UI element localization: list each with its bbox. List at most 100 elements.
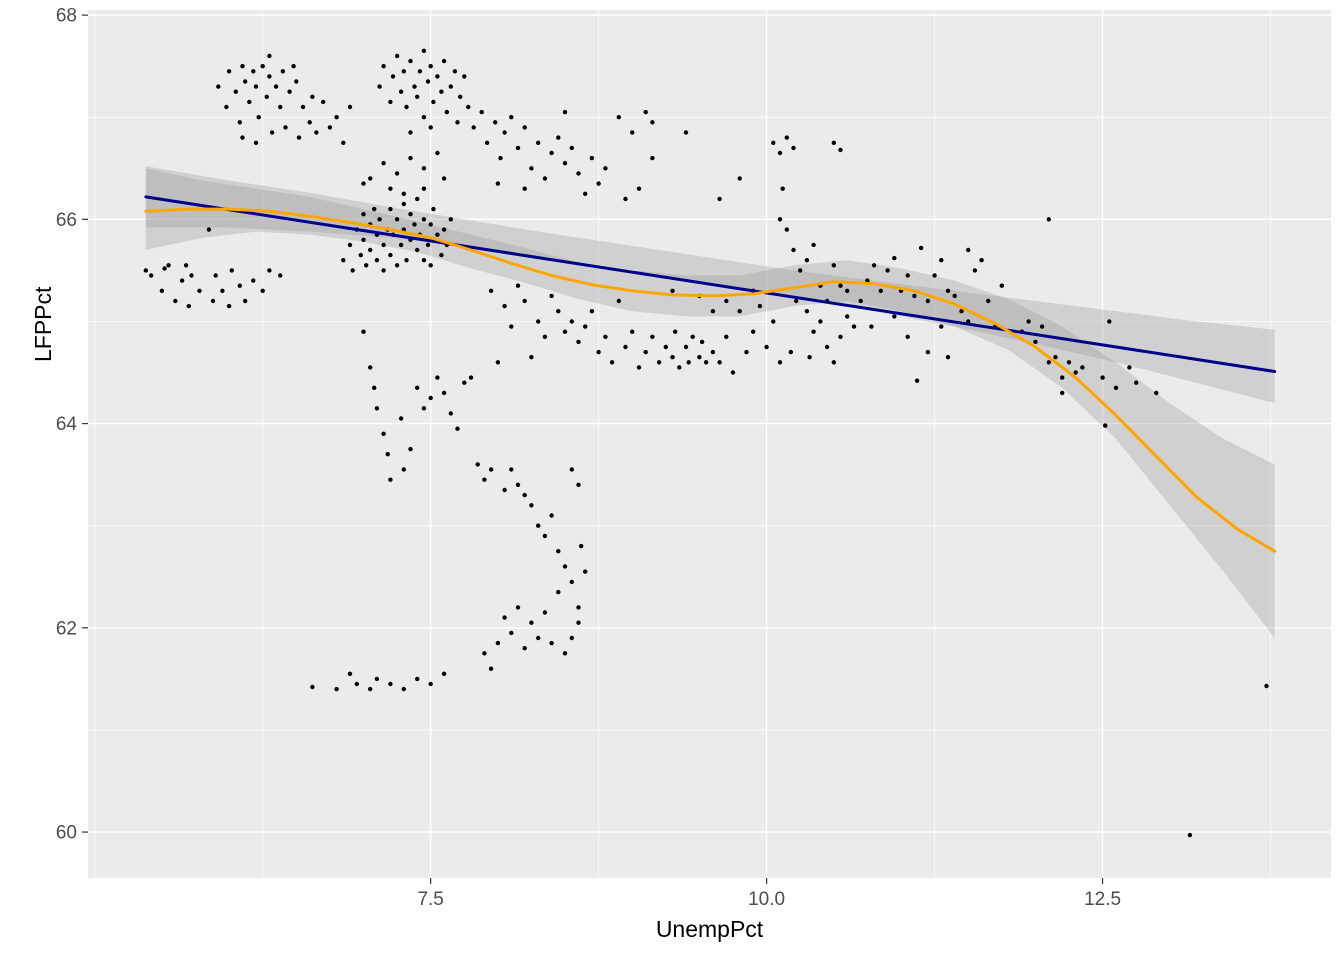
data-point bbox=[448, 217, 453, 222]
data-point bbox=[697, 355, 702, 360]
data-point bbox=[452, 69, 458, 74]
data-point bbox=[583, 569, 588, 574]
data-point bbox=[794, 298, 799, 304]
data-point bbox=[408, 212, 413, 217]
x-tick-label: 7.5 bbox=[417, 889, 443, 910]
data-point bbox=[788, 349, 793, 355]
data-point bbox=[502, 487, 507, 493]
data-point bbox=[374, 258, 380, 263]
data-point bbox=[300, 104, 306, 110]
data-point bbox=[283, 125, 288, 130]
data-point bbox=[986, 298, 991, 304]
data-point bbox=[1154, 390, 1159, 396]
data-point bbox=[247, 99, 252, 105]
data-point bbox=[636, 365, 642, 370]
data-point bbox=[596, 349, 601, 355]
data-point bbox=[831, 140, 836, 145]
data-point bbox=[670, 288, 675, 293]
data-point bbox=[609, 360, 615, 365]
data-point bbox=[945, 355, 951, 360]
data-point bbox=[425, 79, 431, 84]
data-point bbox=[1187, 832, 1193, 838]
data-point bbox=[143, 268, 148, 273]
data-point bbox=[536, 140, 541, 145]
data-point bbox=[368, 247, 373, 253]
x-tick-label: 12.5 bbox=[1084, 889, 1121, 910]
data-point bbox=[1134, 380, 1139, 385]
data-point bbox=[264, 94, 269, 100]
data-point bbox=[216, 84, 221, 89]
data-point bbox=[220, 288, 225, 293]
data-point bbox=[925, 298, 931, 304]
data-point bbox=[670, 355, 675, 360]
data-point bbox=[471, 125, 476, 130]
data-point bbox=[966, 247, 971, 253]
data-point bbox=[777, 217, 783, 222]
data-point bbox=[686, 360, 691, 365]
data-point bbox=[428, 63, 433, 69]
data-point bbox=[972, 268, 978, 273]
data-point bbox=[576, 482, 581, 487]
data-point bbox=[495, 181, 501, 186]
data-point bbox=[710, 309, 716, 314]
data-point bbox=[656, 360, 662, 365]
data-point bbox=[724, 298, 729, 304]
data-point bbox=[502, 615, 507, 620]
data-point bbox=[415, 385, 420, 390]
data-point bbox=[999, 283, 1004, 288]
data-point bbox=[334, 115, 339, 120]
data-point bbox=[412, 84, 417, 89]
data-point bbox=[240, 135, 245, 140]
data-point bbox=[458, 94, 463, 100]
data-point bbox=[482, 477, 487, 482]
data-point bbox=[388, 99, 393, 105]
data-point bbox=[1039, 324, 1045, 329]
data-point bbox=[341, 258, 346, 263]
data-point bbox=[764, 344, 769, 350]
data-point bbox=[529, 355, 534, 360]
data-point bbox=[603, 334, 608, 339]
data-point bbox=[493, 120, 498, 125]
data-point bbox=[791, 247, 796, 253]
data-point bbox=[939, 258, 944, 263]
data-point bbox=[522, 646, 527, 651]
data-point bbox=[905, 334, 910, 339]
data-point bbox=[350, 268, 355, 273]
data-point bbox=[536, 319, 541, 324]
plot-panel bbox=[88, 10, 1331, 878]
data-point bbox=[576, 339, 581, 345]
data-point bbox=[374, 406, 380, 411]
data-point bbox=[717, 196, 722, 202]
data-point bbox=[388, 252, 393, 258]
data-point bbox=[1127, 365, 1132, 370]
data-point bbox=[381, 63, 386, 69]
data-point bbox=[421, 258, 427, 263]
data-point bbox=[482, 651, 487, 656]
data-point bbox=[542, 533, 548, 539]
data-point bbox=[576, 620, 581, 625]
data-point bbox=[479, 109, 484, 115]
data-point bbox=[636, 186, 642, 191]
data-point bbox=[388, 186, 393, 191]
data-point bbox=[253, 84, 259, 89]
data-point bbox=[441, 227, 447, 232]
data-point bbox=[556, 309, 561, 314]
data-point bbox=[251, 69, 256, 74]
data-point bbox=[368, 686, 373, 692]
data-point bbox=[166, 263, 171, 268]
data-point bbox=[569, 579, 574, 585]
data-point bbox=[603, 166, 608, 171]
data-point bbox=[703, 360, 709, 365]
data-point bbox=[690, 334, 695, 339]
data-point bbox=[851, 324, 857, 329]
data-point bbox=[388, 681, 393, 687]
data-point bbox=[408, 446, 413, 452]
data-point bbox=[576, 605, 581, 610]
y-tick-label: 64 bbox=[56, 414, 78, 435]
data-point bbox=[757, 303, 763, 309]
data-point bbox=[401, 686, 406, 692]
data-point bbox=[522, 298, 527, 304]
data-point bbox=[838, 147, 843, 153]
data-point bbox=[415, 676, 420, 682]
